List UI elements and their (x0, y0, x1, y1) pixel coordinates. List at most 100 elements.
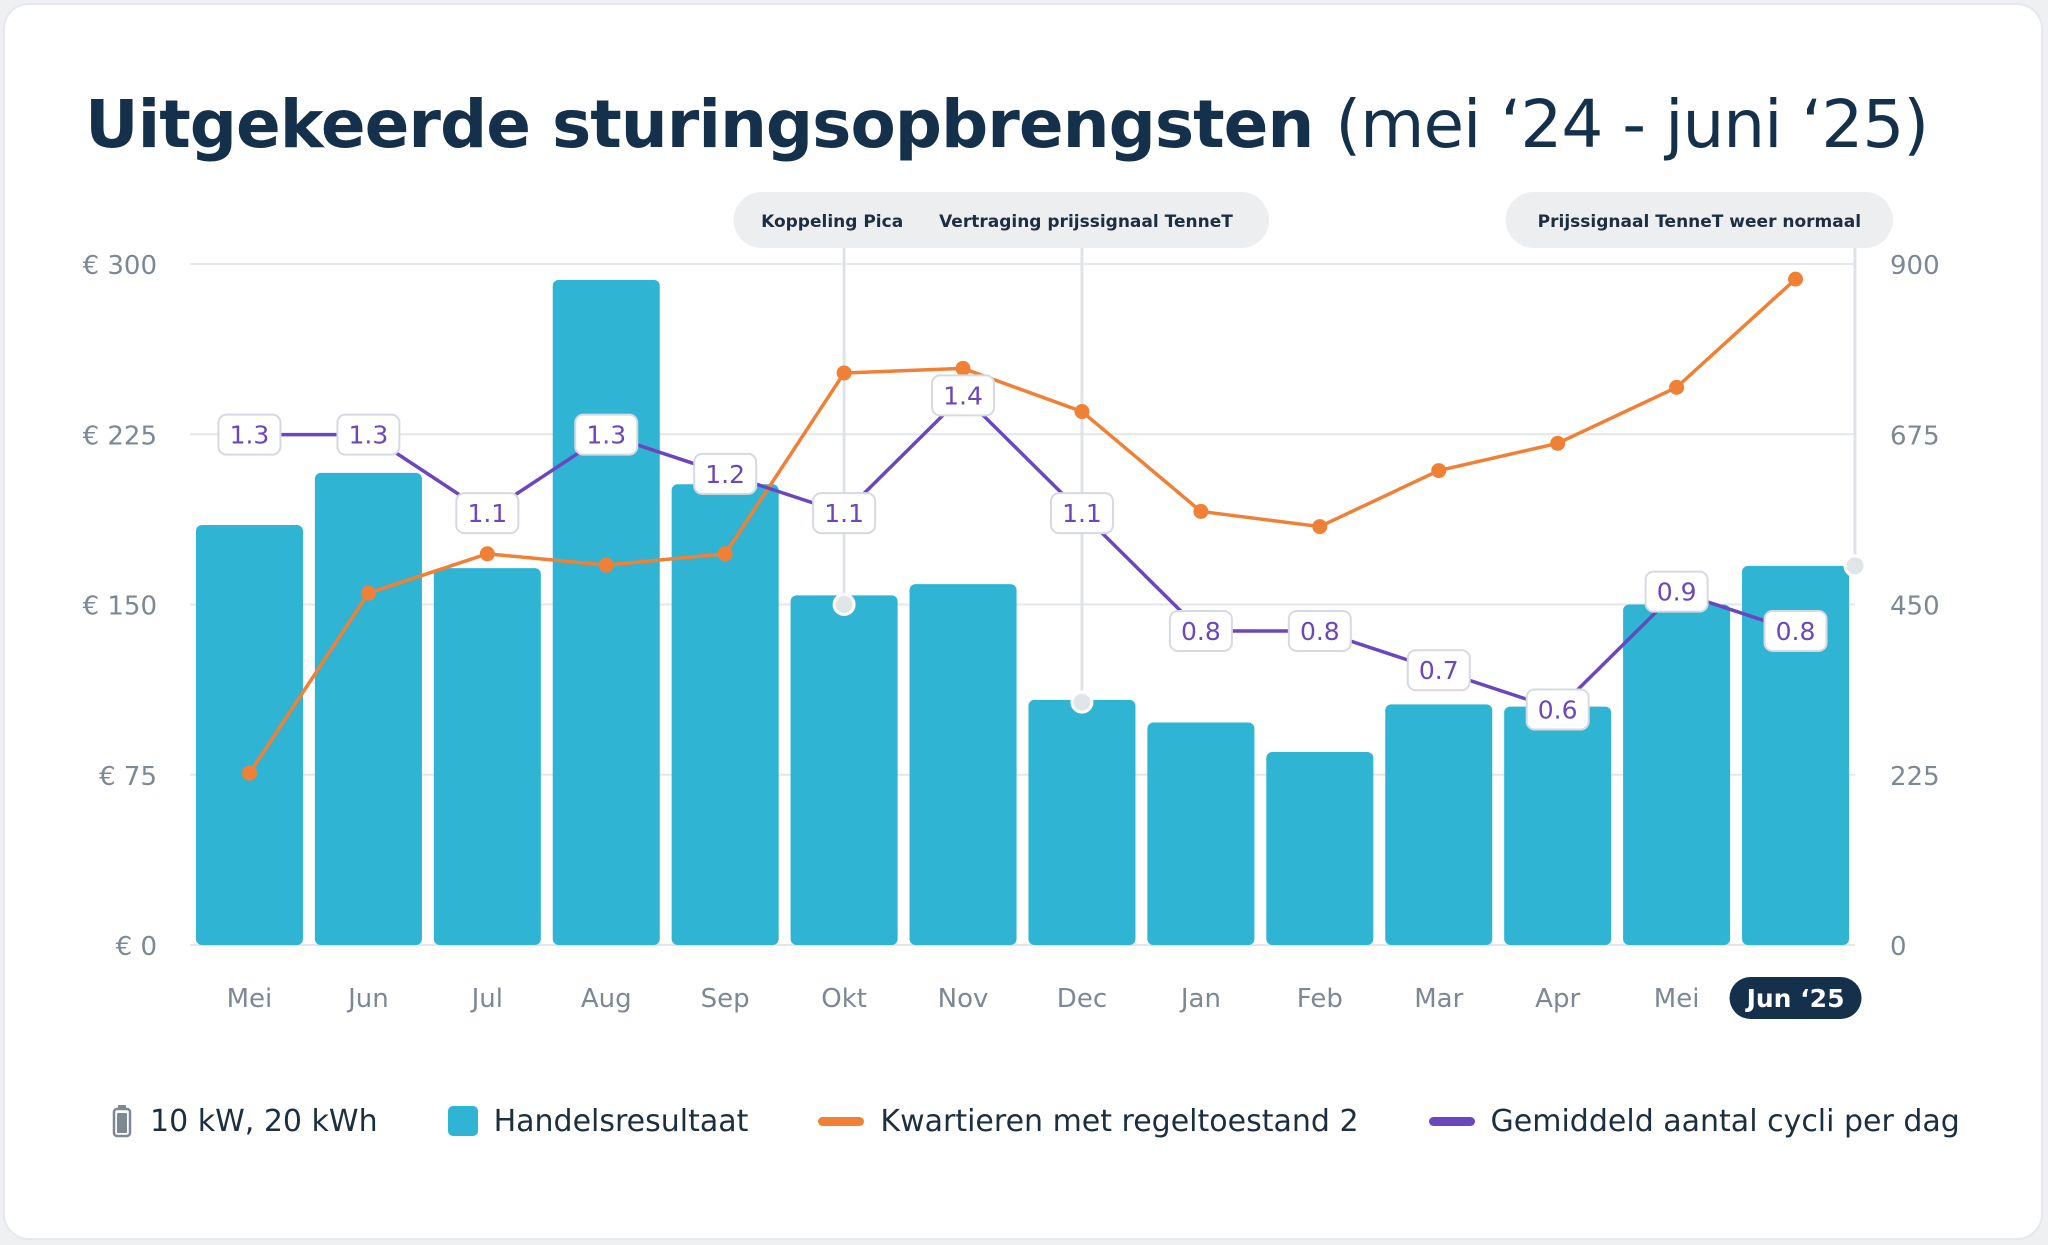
orange-point (479, 546, 495, 562)
purple-value-label: 1.3 (586, 421, 626, 450)
purple-value-label: 0.9 (1657, 578, 1697, 607)
annotation-label: Vertraging prijssignaal TenneT (939, 212, 1233, 232)
x-tick-label: Apr (1535, 984, 1580, 1014)
legend-item-bars: Handelsresultaat (447, 1103, 749, 1139)
x-tick-label: Mei (227, 984, 273, 1014)
bar (1266, 752, 1374, 945)
y-right-tick-label: 225 (1890, 762, 1940, 792)
purple-value-label-box (1168, 609, 1233, 652)
legend-orange-swatch (818, 1116, 865, 1126)
annotation-label: Prijssignaal TenneT weer normaal (1538, 212, 1861, 232)
orange-line (248, 277, 1797, 775)
title-main: Uitgekeerde sturingsopbrengsten (85, 86, 1314, 163)
x-tick-label: Okt (821, 984, 867, 1014)
legend-bar-label: Handelsresultaat (493, 1103, 749, 1139)
legend: 10 kW, 20 kWh Handelsresultaat Kwartiere… (112, 1096, 1960, 1146)
orange-point (717, 546, 733, 562)
purple-value-label-box (1287, 609, 1352, 652)
x-tick-label-active: Jun ‘25 (1745, 984, 1845, 1013)
purple-value-label-box (336, 413, 401, 456)
legend-purple-label: Gemiddeld aantal cycli per dag (1490, 1103, 1960, 1139)
x-tick-label: Jul (470, 984, 503, 1014)
purple-value-label-box (217, 413, 282, 456)
bar (1147, 722, 1255, 945)
bar (433, 568, 541, 945)
legend-battery-label: 10 kW, 20 kWh (150, 1103, 378, 1139)
x-tick-label: Jun (346, 984, 389, 1014)
annotation-marker (1070, 690, 1094, 714)
y-right-tick-label: 675 (1890, 421, 1940, 451)
y-right-tick-label: 900 (1890, 251, 1940, 281)
orange-point (1431, 463, 1447, 479)
orange-point (1193, 503, 1209, 519)
purple-value-label: 0.8 (1181, 617, 1221, 646)
x-tick-label: Mar (1414, 984, 1463, 1014)
purple-value-label: 1.3 (230, 421, 270, 450)
orange-point (1788, 271, 1804, 287)
annotation-pill (1505, 192, 1893, 248)
x-tick-label: Mei (1654, 984, 1700, 1014)
purple-value-label: 1.2 (705, 460, 745, 489)
purple-value-label-box (1049, 492, 1114, 535)
purple-value-label-box (693, 452, 758, 495)
y-left-tick-label: € 0 (116, 932, 157, 962)
purple-value-label-box (455, 492, 520, 535)
y-left-tick-label: € 225 (83, 421, 157, 451)
purple-value-label-box (1406, 649, 1471, 692)
orange-point (836, 365, 852, 381)
legend-orange-label: Kwartieren met regeltoestand 2 (880, 1103, 1359, 1139)
y-right-tick-label: 450 (1890, 592, 1940, 622)
annotation-pill (902, 192, 1270, 248)
battery-icon (112, 1105, 132, 1138)
purple-value-label: 0.8 (1300, 617, 1340, 646)
x-tick-label: Dec (1057, 984, 1107, 1014)
active-category-pill (1729, 977, 1862, 1019)
orange-point (1074, 404, 1090, 420)
purple-value-label: 0.6 (1538, 695, 1578, 724)
bar (1028, 699, 1136, 945)
purple-value-label: 1.1 (467, 499, 507, 528)
legend-purple-swatch (1428, 1116, 1475, 1126)
purple-value-label-box (1644, 570, 1709, 613)
orange-point (1550, 435, 1566, 451)
orange-point (955, 360, 971, 376)
bar (909, 584, 1017, 945)
purple-value-label: 1.4 (943, 381, 983, 410)
bar (552, 279, 660, 945)
orange-point (1669, 379, 1685, 395)
bar (1385, 704, 1493, 945)
purple-value-label: 0.8 (1776, 617, 1816, 646)
x-tick-label: Feb (1297, 984, 1343, 1014)
orange-point (241, 765, 257, 781)
x-tick-label: Sep (701, 984, 750, 1014)
orange-point (360, 585, 376, 601)
y-left-tick-label: € 75 (99, 762, 157, 792)
annotation-marker (832, 593, 856, 616)
legend-bar-swatch (447, 1106, 478, 1136)
annotation-marker (1843, 554, 1867, 578)
bar (1504, 706, 1612, 945)
legend-item-purple-line: Gemiddeld aantal cycli per dag (1428, 1103, 1960, 1139)
bar (1742, 565, 1850, 945)
purple-value-label-box (931, 374, 996, 417)
legend-item-orange-line: Kwartieren met regeltoestand 2 (818, 1103, 1359, 1139)
bar (671, 484, 779, 945)
title-period: (mei ‘24 - juni ‘25) (1335, 86, 1929, 163)
purple-value-label: 1.1 (1062, 499, 1102, 528)
orange-point (598, 557, 614, 573)
bar (195, 525, 303, 945)
purple-value-label-box (574, 413, 639, 456)
y-right-tick-label: 0 (1890, 932, 1907, 962)
annotation-label: Koppeling Picasso (761, 212, 935, 232)
x-tick-label: Aug (581, 984, 632, 1014)
x-tick-label: Nov (938, 984, 989, 1014)
purple-value-label-box (1763, 609, 1828, 652)
x-tick-label: Jan (1179, 984, 1221, 1014)
purple-value-label: 0.7 (1419, 656, 1459, 685)
bar (790, 595, 898, 945)
y-left-tick-label: € 150 (83, 592, 157, 622)
annotation-pill (733, 192, 963, 248)
orange-point (1312, 519, 1328, 535)
chart-title: Uitgekeerde sturingsopbrengsten (mei ‘24… (85, 75, 1929, 175)
